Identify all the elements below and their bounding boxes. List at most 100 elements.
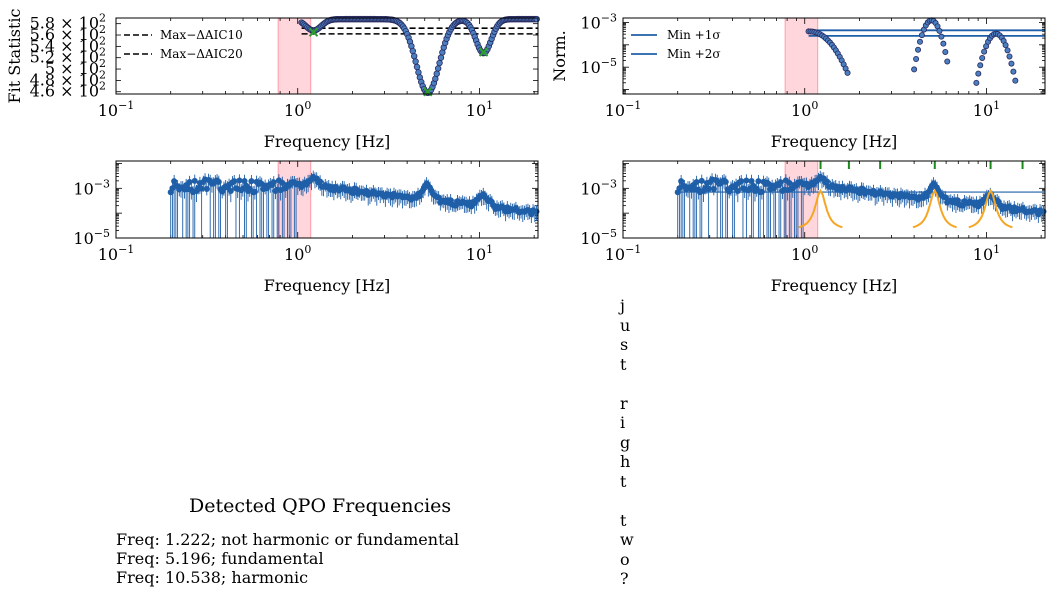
axes-frame	[115, 17, 539, 95]
norm-point	[942, 48, 949, 55]
highlight-band	[277, 17, 312, 95]
fit-point	[411, 52, 418, 60]
legend-label: Min +2σ	[667, 47, 721, 61]
norm-point	[979, 54, 986, 61]
y-tick-label: 10−3	[73, 177, 110, 198]
y-tick-label: 5.6 × 102	[30, 23, 106, 44]
fit-point	[409, 47, 417, 55]
fit-point	[413, 63, 421, 71]
x-axis-label: Frequency [Hz]	[771, 276, 898, 295]
fit-point	[412, 58, 419, 65]
fit-points	[298, 15, 540, 96]
side-note-char: t	[620, 471, 627, 491]
norm-point	[1008, 60, 1015, 67]
side-note-char: ?	[620, 569, 629, 588]
side-note-char: w	[620, 530, 634, 549]
side-note-char: t	[620, 510, 627, 530]
fit-point	[436, 59, 443, 67]
minimum-marker	[308, 27, 319, 37]
x-tick-label: 10−1	[98, 99, 135, 120]
legend-label: Max−ΔAIC10	[160, 28, 243, 42]
side-note-char: j	[620, 296, 625, 315]
y-tick-label: 10−5	[580, 227, 617, 248]
x-tick-label: 10−1	[605, 243, 642, 264]
x-tick-label: 101	[973, 99, 1000, 120]
spectrum-points	[674, 170, 1047, 238]
norm-point	[1004, 47, 1011, 54]
qpo-lorentzian	[968, 188, 1013, 229]
x-tick-label: 10−1	[98, 243, 135, 264]
side-note-char: g	[620, 432, 631, 452]
fit-point	[533, 15, 540, 23]
qpo-line-1: Freq: 1.222; not harmonic or fundamental	[116, 530, 460, 549]
axes-frame	[622, 17, 1046, 95]
x-axis-label: Frequency [Hz]	[264, 132, 391, 151]
fit-point	[437, 54, 445, 61]
spectrum-points	[167, 170, 540, 238]
spectrum-point	[693, 179, 700, 186]
y-tick-label: 10−3	[580, 177, 617, 198]
x-tick-label: 100	[791, 243, 818, 264]
y-tick-label: 4.8 × 102	[30, 68, 106, 89]
x-tick-label: 10−1	[605, 99, 642, 120]
norm-point	[977, 62, 984, 69]
y-tick-label: 5.4 × 102	[30, 34, 106, 55]
qpo-lorentzian	[912, 188, 957, 229]
y-tick-label: 5.2 × 102	[30, 46, 106, 67]
side-note-char: r	[620, 393, 628, 413]
qpo-line-3: Freq: 10.538; harmonic	[116, 568, 309, 587]
spectrum-point	[191, 177, 198, 184]
spectrum-point	[270, 179, 277, 186]
y-tick-label: 10−5	[580, 56, 617, 77]
norm-point	[1010, 68, 1017, 75]
norm-point	[916, 38, 923, 45]
side-note-char: u	[620, 315, 631, 335]
y-axis-label: Fit Statistic	[5, 9, 24, 104]
spectrum-point	[777, 179, 784, 186]
x-axis-label: Frequency [Hz]	[771, 132, 898, 151]
x-tick-label: 100	[791, 99, 818, 120]
norm-point	[981, 48, 988, 55]
side-note-char: t	[620, 354, 627, 374]
norm-point	[911, 66, 918, 73]
x-tick-label: 101	[973, 243, 1000, 264]
norm-point	[915, 46, 922, 53]
qpo-line-2: Freq: 5.196; fundamental	[116, 549, 324, 568]
y-tick-label: 10−5	[73, 227, 110, 248]
spectrum-point	[236, 177, 243, 184]
norm-point	[918, 32, 925, 39]
spectrum-point	[743, 177, 750, 184]
norm-point	[940, 40, 947, 47]
side-note-char: h	[620, 452, 631, 471]
qpo-panel-title: Detected QPO Frequencies	[189, 495, 452, 517]
axes-frame	[622, 160, 1046, 239]
norm-point	[1012, 77, 1019, 84]
x-tick-label: 100	[284, 243, 311, 264]
side-note-char	[620, 374, 640, 394]
side-note-char: o	[620, 549, 630, 569]
y-axis-label: Norm.	[550, 30, 569, 82]
minimum-marker	[478, 47, 489, 57]
norm-point	[1002, 42, 1009, 49]
x-tick-label: 100	[284, 99, 311, 120]
norm-point	[973, 79, 980, 86]
norm-point	[944, 58, 951, 65]
x-tick-label: 101	[466, 243, 493, 264]
y-tick-label: 5.8 × 102	[30, 12, 106, 33]
side-note-char	[620, 491, 640, 511]
spectrum-point	[755, 178, 762, 185]
spectrum-point	[533, 208, 540, 215]
norm-point	[975, 70, 982, 77]
spectrum-point	[698, 177, 705, 184]
y-tick-label: 4.6 × 102	[30, 80, 106, 101]
legend-label: Min +1σ	[667, 28, 721, 42]
spectrum-point	[248, 178, 255, 185]
qpo-lorentzian	[798, 188, 843, 229]
fit-point	[433, 70, 440, 77]
y-tick-label: 10−3	[580, 11, 617, 32]
norm-point	[936, 27, 943, 34]
fit-point	[434, 65, 442, 72]
spectrum-point	[1040, 208, 1047, 215]
